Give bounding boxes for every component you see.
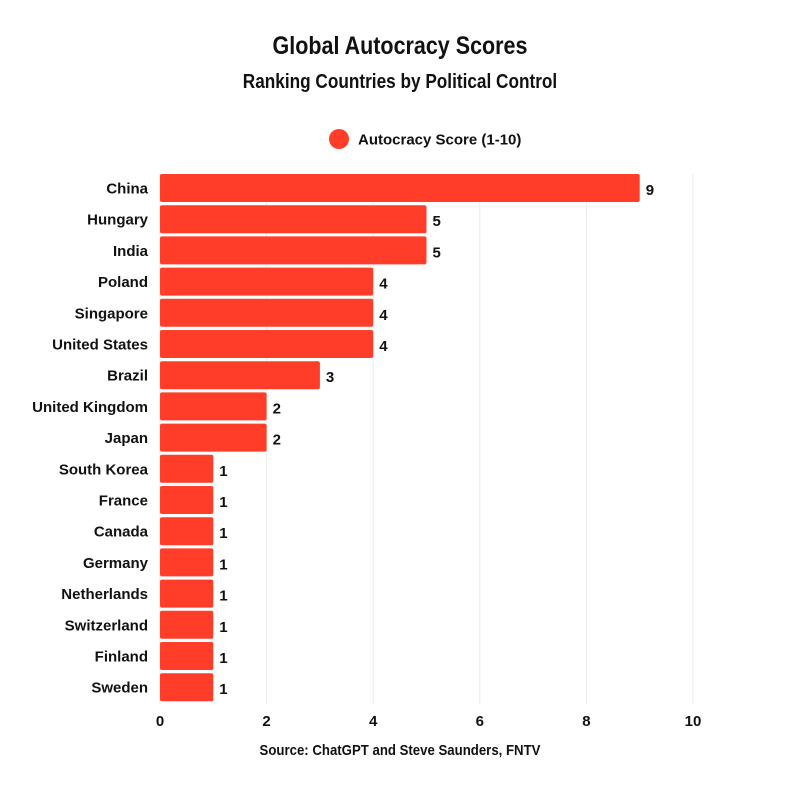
data-label: 1 — [219, 525, 227, 542]
data-label: 9 — [646, 182, 654, 199]
category-label: Switzerland — [65, 617, 148, 634]
data-label: 4 — [379, 276, 388, 293]
data-label: 2 — [273, 400, 281, 417]
category-label: Netherlands — [61, 586, 148, 603]
category-label: France — [99, 493, 148, 510]
bar — [160, 517, 214, 546]
bar — [160, 267, 374, 296]
data-label: 1 — [219, 556, 227, 573]
chart-subtitle: Ranking Countries by Political Control — [242, 71, 558, 93]
bar — [160, 486, 214, 514]
data-label: 1 — [219, 619, 227, 636]
bar — [160, 174, 640, 202]
bar — [160, 236, 427, 265]
category-label: United Kingdom — [32, 399, 148, 416]
chart-title: Global Autocracy Scores — [272, 32, 528, 60]
data-label: 1 — [219, 494, 227, 511]
x-tick-label: 6 — [476, 713, 484, 730]
x-tick-label: 10 — [685, 713, 702, 730]
data-label: 1 — [219, 681, 227, 698]
data-label: 4 — [379, 338, 388, 355]
category-label: Hungary — [87, 212, 149, 229]
bar — [160, 298, 374, 327]
bar — [160, 454, 214, 483]
bar — [160, 392, 267, 421]
category-label: Japan — [105, 430, 148, 447]
category-label: Singapore — [75, 305, 148, 322]
data-label: 5 — [433, 213, 441, 230]
bar — [160, 423, 267, 452]
x-tick-label: 0 — [156, 713, 164, 730]
bar — [160, 361, 320, 390]
bar — [160, 548, 214, 577]
category-label: Sweden — [91, 680, 148, 697]
bar — [160, 205, 427, 234]
category-label: Canada — [94, 524, 149, 541]
category-label: Germany — [83, 555, 149, 572]
x-tick-label: 2 — [262, 713, 270, 730]
category-label: Brazil — [107, 368, 148, 385]
category-label: South Korea — [59, 461, 149, 478]
data-label: 1 — [219, 588, 227, 605]
bar — [160, 330, 374, 358]
category-label: United States — [52, 337, 148, 354]
legend: Autocracy Score (1-10) — [329, 129, 521, 149]
category-label: Finland — [95, 649, 148, 666]
data-label: 2 — [273, 432, 281, 449]
data-label: 3 — [326, 369, 334, 386]
legend-label: Autocracy Score (1-10) — [358, 132, 521, 149]
bar — [160, 610, 214, 639]
source-note: Source: ChatGPT and Steve Saunders, FNTV — [259, 742, 541, 759]
bar — [160, 579, 214, 608]
category-label: Poland — [98, 274, 148, 291]
data-label: 1 — [219, 650, 227, 667]
legend-marker — [329, 129, 349, 149]
data-label: 5 — [433, 244, 441, 261]
x-tick-label: 4 — [369, 713, 378, 730]
bar — [160, 673, 214, 702]
category-label: China — [106, 181, 148, 198]
x-tick-label: 8 — [582, 713, 590, 730]
bar — [160, 642, 214, 670]
category-label: India — [113, 243, 149, 260]
data-label: 4 — [379, 307, 388, 324]
data-label: 1 — [219, 463, 227, 480]
